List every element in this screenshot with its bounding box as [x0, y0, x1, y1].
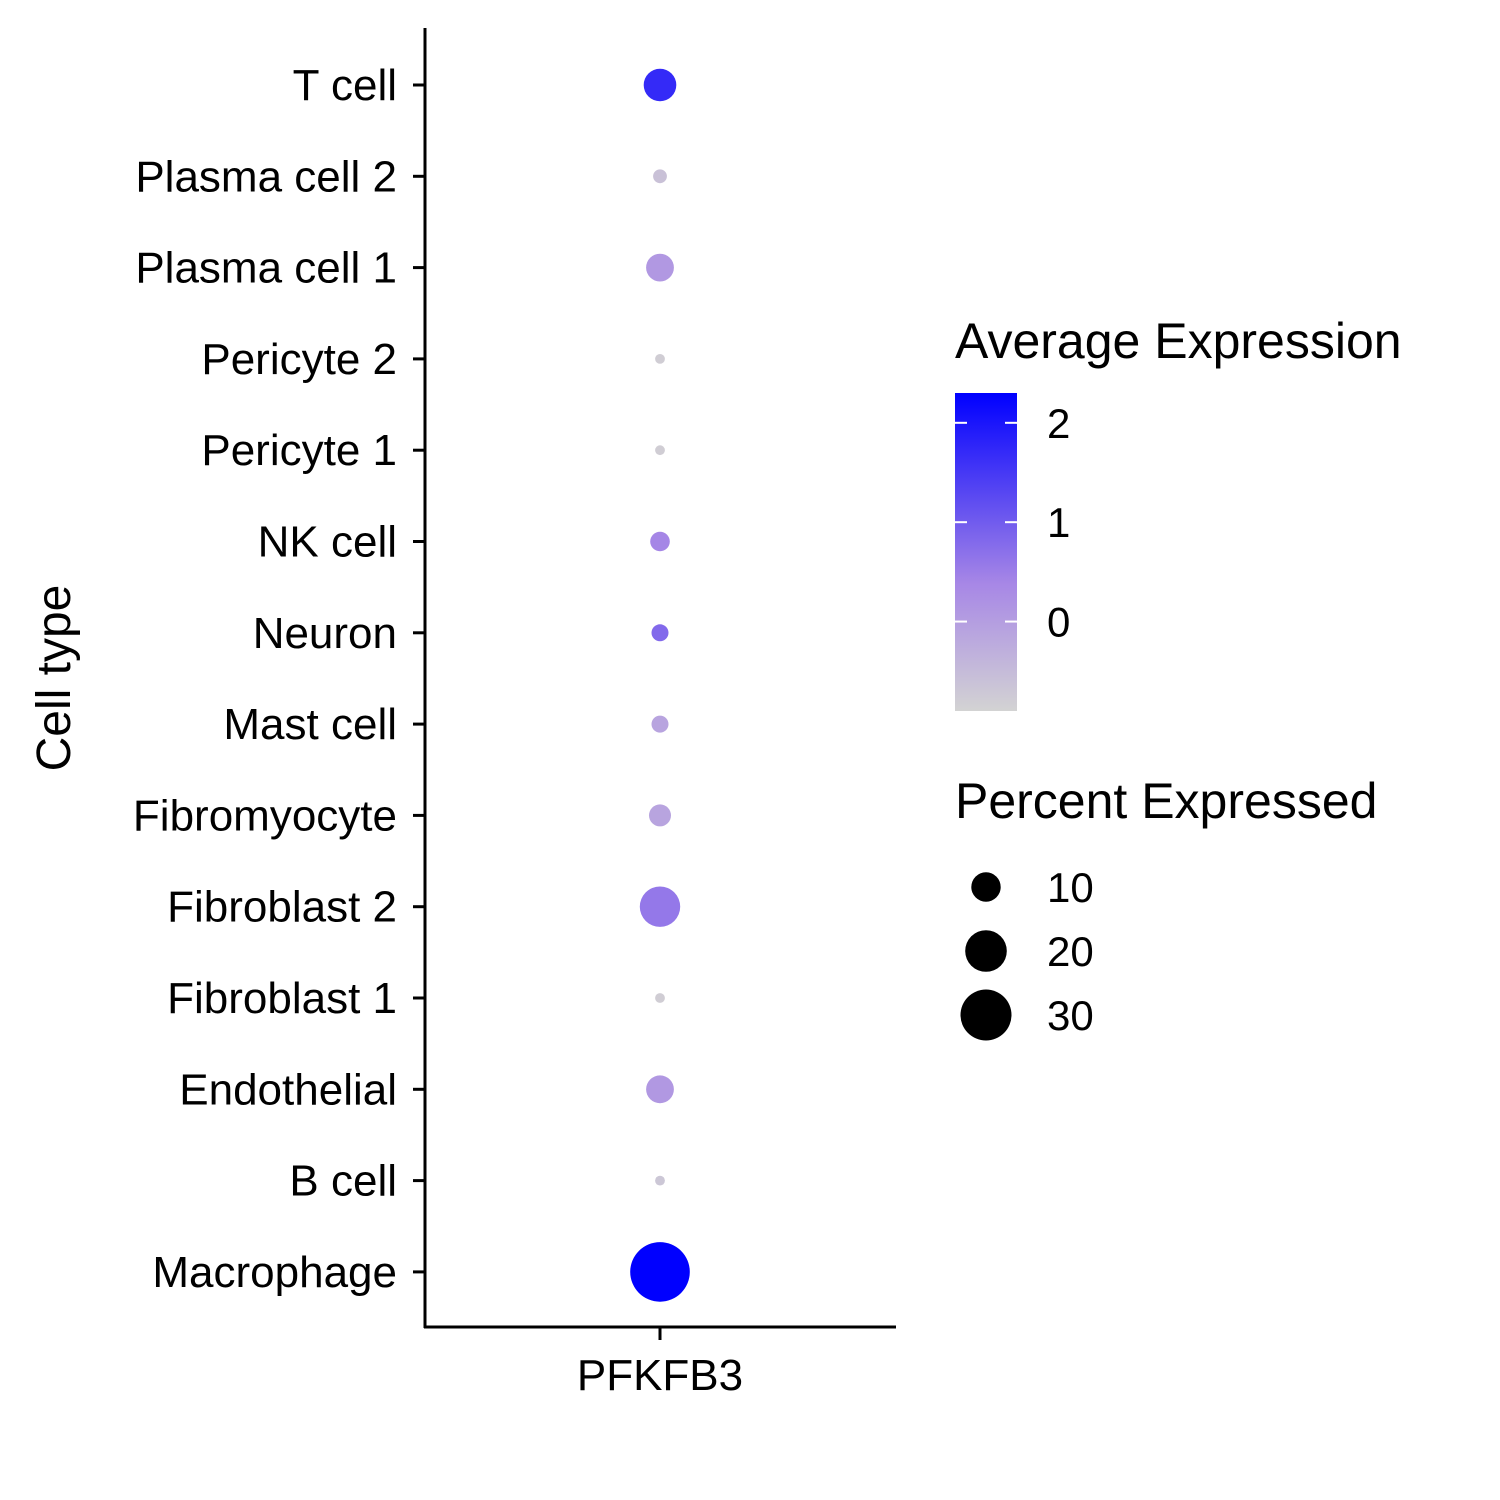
- y-tick-label-plasma-cell-2: Plasma cell 2: [135, 152, 397, 201]
- color-legend-label: 2: [1047, 400, 1070, 447]
- y-tick-label-plasma-cell-1: Plasma cell 1: [135, 244, 397, 293]
- x-tick-label-pfkfb3: PFKFB3: [577, 1351, 743, 1400]
- dot-fibroblast-1: [655, 993, 665, 1003]
- dot-fibroblast-2: [639, 886, 681, 927]
- color-legend-label: 1: [1047, 499, 1070, 546]
- color-legend-bar: [955, 393, 1017, 711]
- color-legend: Average Expression 2 1 0: [955, 313, 1402, 711]
- y-tick-label-fibroblast-1: Fibroblast 1: [167, 974, 397, 1023]
- size-legend-label: 30: [1047, 992, 1094, 1039]
- size-legend-items: 10 20 30: [960, 864, 1094, 1041]
- dot-pericyte-2: [655, 354, 665, 364]
- dot-neuron: [651, 624, 669, 642]
- size-legend-dot: [965, 930, 1007, 972]
- dot-mast-cell: [651, 715, 669, 733]
- size-legend-title: Percent Expressed: [955, 773, 1377, 829]
- y-tick-label-fibroblast-2: Fibroblast 2: [167, 883, 397, 932]
- dot-plasma-cell-1: [646, 253, 674, 282]
- y-tick-label-pericyte-1: Pericyte 1: [201, 426, 397, 475]
- x-tick-group: PFKFB3: [577, 1328, 743, 1400]
- dot-endothelial: [646, 1075, 674, 1104]
- size-legend-dot: [971, 872, 1001, 902]
- dot-b-cell: [655, 1175, 665, 1186]
- dot-t-cell: [643, 68, 677, 102]
- y-tick-label-neuron: Neuron: [253, 609, 397, 658]
- y-tick-label-endothelial: Endothelial: [179, 1065, 397, 1114]
- dot-fibromyocyte: [649, 804, 671, 827]
- y-tick-label-t-cell: T cell: [293, 61, 397, 110]
- size-legend-dot: [960, 989, 1012, 1041]
- color-legend-label: 0: [1047, 599, 1070, 646]
- y-tick-label-nk-cell: NK cell: [258, 518, 397, 567]
- dot-nk-cell: [650, 531, 670, 552]
- y-tick-label-fibromyocyte: Fibromyocyte: [133, 791, 397, 840]
- dot-macrophage: [630, 1242, 690, 1302]
- y-tick-label-b-cell: B cell: [289, 1157, 397, 1206]
- y-tick-label-pericyte-2: Pericyte 2: [201, 335, 397, 384]
- size-legend-label: 10: [1047, 864, 1094, 911]
- size-legend: Percent Expressed 10 20 30: [955, 773, 1377, 1041]
- color-legend-title: Average Expression: [955, 313, 1402, 369]
- size-legend-label: 20: [1047, 928, 1094, 975]
- y-tick-label-macrophage: Macrophage: [152, 1248, 397, 1297]
- y-tick-group: T cell Plasma cell 2 Plasma cell 1 Pericyte…: [133, 61, 425, 1297]
- dot-group: [630, 68, 690, 1302]
- color-legend-ticks: 2 1 0: [955, 400, 1070, 646]
- y-axis-title: Cell type: [28, 585, 81, 772]
- dot-plasma-cell-2: [653, 169, 667, 184]
- y-tick-label-mast-cell: Mast cell: [223, 700, 397, 749]
- dot-pericyte-1: [655, 445, 665, 456]
